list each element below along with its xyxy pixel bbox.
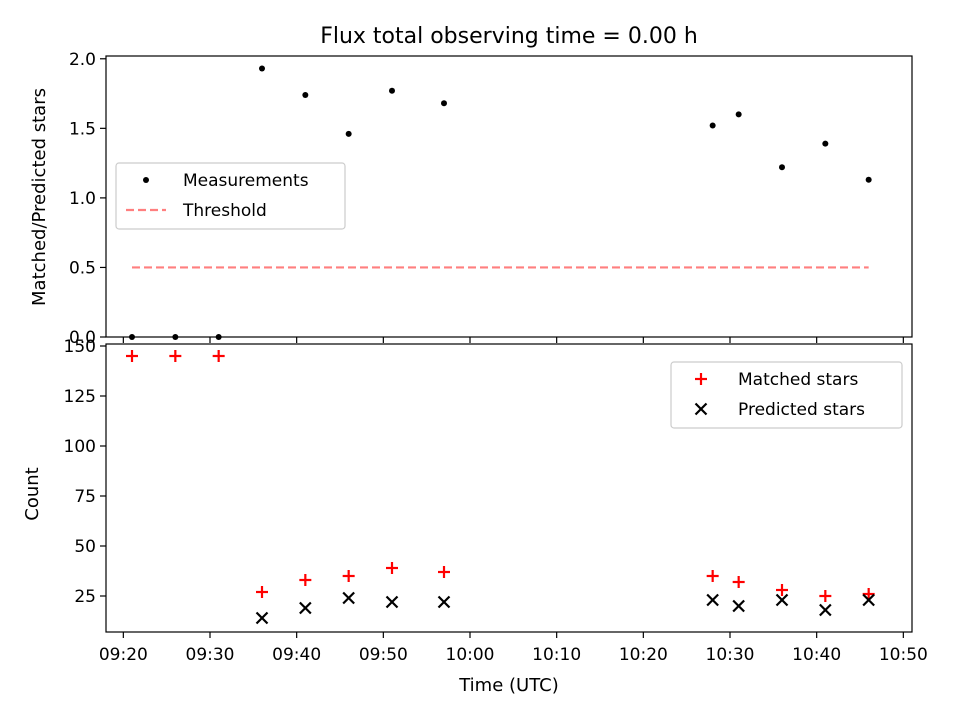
figure-title: Flux total observing time = 0.00 h bbox=[320, 24, 698, 49]
legend-label: Predicted stars bbox=[738, 400, 865, 420]
legend-label: Matched stars bbox=[738, 370, 858, 390]
measurement-point bbox=[215, 334, 222, 340]
matched-star-point bbox=[819, 590, 832, 602]
axes-frame bbox=[105, 55, 913, 338]
predicted-star-point bbox=[775, 593, 789, 607]
legend-label: Threshold bbox=[182, 201, 267, 221]
x-tick-label: 09:50 bbox=[359, 645, 408, 665]
measurement-point bbox=[172, 334, 179, 340]
legend-predicted-swatch bbox=[694, 402, 708, 416]
y-tick-label: 1.5 bbox=[69, 119, 96, 139]
measurement-point bbox=[345, 130, 352, 137]
matched-star-point bbox=[732, 576, 745, 588]
matched-star-point bbox=[126, 350, 138, 362]
y-tick-label: 0.5 bbox=[69, 258, 96, 278]
y-tick-label: 100 bbox=[64, 437, 96, 457]
ratio-panel: 0.0 0.5 1.0 1.5 2.0 Matched/Predicted stars Me… bbox=[29, 50, 913, 348]
matched-star-point bbox=[776, 584, 788, 596]
x-tick-label: 10:50 bbox=[879, 645, 928, 665]
y-axis-label: Matched/Predicted stars bbox=[29, 88, 50, 306]
legend-matched-swatch bbox=[695, 373, 707, 385]
x-axis-label: Time (UTC) bbox=[458, 675, 559, 696]
predicted-star-point bbox=[862, 593, 875, 607]
x-tick-label: 10:10 bbox=[532, 645, 581, 665]
measurement-point bbox=[735, 111, 742, 118]
x-tick-label: 09:40 bbox=[272, 645, 321, 665]
y-axis-label: Count bbox=[22, 467, 43, 520]
matched-star-point bbox=[342, 570, 355, 582]
legend: Measurements Threshold bbox=[115, 162, 346, 230]
y-tick-label: 125 bbox=[64, 387, 96, 407]
legend-label: Measurements bbox=[183, 171, 309, 191]
x-tick-label: 10:30 bbox=[706, 645, 755, 665]
measurement-point bbox=[779, 164, 785, 171]
predicted-star-point bbox=[342, 591, 355, 605]
predicted-star-point bbox=[255, 611, 269, 625]
matched-star-point bbox=[386, 562, 398, 574]
measurement-point bbox=[129, 334, 135, 340]
x-tick-label: 10:00 bbox=[446, 645, 495, 665]
predicted-star-point bbox=[732, 599, 745, 613]
legend-box bbox=[115, 162, 346, 230]
legend-box bbox=[670, 361, 903, 429]
matched-star-point bbox=[299, 574, 312, 586]
y-tick-label: 2.0 bbox=[69, 50, 96, 70]
measurement-point bbox=[389, 87, 395, 94]
measurement-point bbox=[865, 176, 872, 183]
predicted-star-point bbox=[299, 601, 312, 615]
matched-star-point bbox=[438, 566, 450, 578]
count-panel: 09:20 09:30 09:40 09:50 10:00 10:10 10:20 10:30… bbox=[22, 337, 928, 665]
y-tick-label: 0.0 bbox=[69, 328, 96, 348]
predicted-star-point bbox=[706, 593, 719, 607]
x-tick-label: 09:30 bbox=[186, 645, 235, 665]
x-tick-label: 09:20 bbox=[99, 645, 148, 665]
predicted-star-point bbox=[819, 603, 832, 617]
legend: Matched stars Predicted stars bbox=[670, 361, 903, 429]
measurement-point bbox=[302, 91, 309, 98]
x-tick-label: 10:40 bbox=[792, 645, 841, 665]
x-tick-label: 10:20 bbox=[619, 645, 668, 665]
y-tick-label: 150 bbox=[64, 337, 96, 357]
measurement-point bbox=[441, 100, 447, 107]
axes-frame bbox=[105, 343, 913, 633]
measurement-point bbox=[822, 140, 829, 147]
y-tick-label: 75 bbox=[74, 487, 96, 507]
matched-star-point bbox=[706, 570, 719, 582]
predicted-star-point bbox=[437, 595, 451, 609]
predicted-star-point bbox=[385, 595, 399, 609]
matched-star-point bbox=[169, 350, 182, 362]
matched-star-point bbox=[212, 350, 225, 362]
y-tick-label: 25 bbox=[74, 587, 96, 607]
matched-star-point bbox=[862, 588, 875, 600]
legend-measurement-swatch bbox=[143, 177, 149, 183]
y-tick-label: 50 bbox=[74, 537, 96, 557]
matched-star-point bbox=[256, 586, 268, 598]
y-tick-label: 1.0 bbox=[69, 189, 96, 209]
measurement-point bbox=[709, 122, 716, 129]
measurement-point bbox=[259, 65, 265, 72]
